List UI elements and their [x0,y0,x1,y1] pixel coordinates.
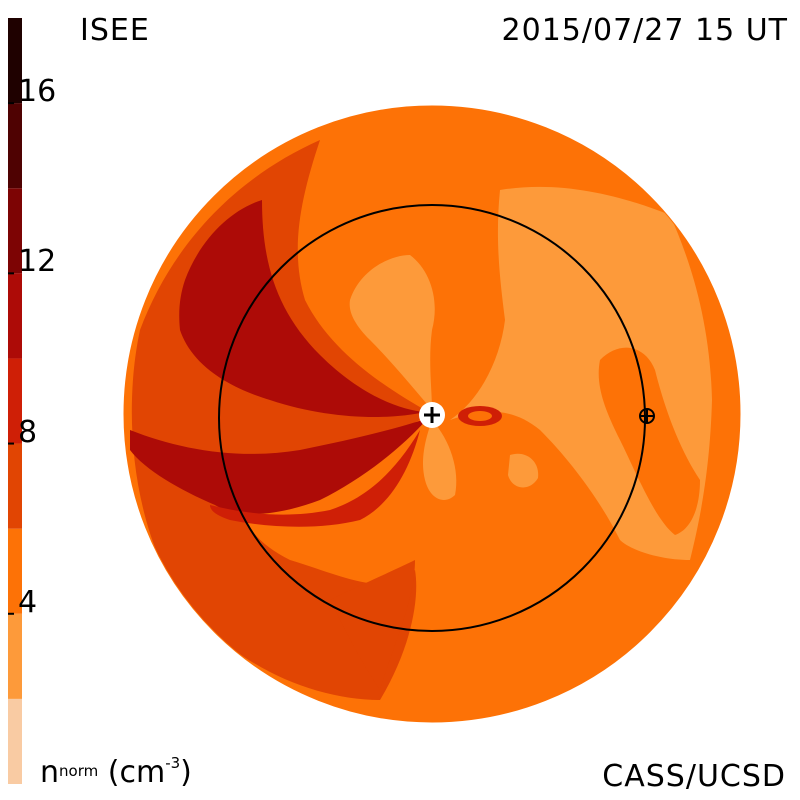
colorbar-band [8,358,22,444]
density-disk [123,105,741,723]
colorbar-band [8,528,22,614]
colorbar-band [8,188,22,274]
contour-region-red-band [210,430,420,527]
contour-region-light-orange-center [349,255,435,410]
timestamp-label: 2015/07/27 15 UT [501,13,788,48]
credit-label: CASS/UCSD [602,759,786,794]
contour-region-red-arm [130,418,428,515]
colorbar-band [8,443,22,529]
colorbar-label-units-pre: (cm [107,755,166,790]
colorbar-label-base: n [40,755,60,790]
circled-plus-icon [639,408,655,424]
colorbar-tick-label: 12 [18,244,57,280]
colorbar-band [8,698,22,784]
colorbar [8,18,22,784]
colorbar-label-units-post: ) [180,755,192,790]
colorbar-tick-label: 8 [18,414,38,450]
contour-blob-inner [468,411,492,421]
colorbar-units-label: nnorm (cm-3) [40,754,192,792]
colorbar-band [8,613,22,699]
contour-region-deep-red [179,200,425,417]
colorbar-band [8,273,22,359]
observatory-label: ISEE [80,13,150,48]
colorbar-tick-label: 4 [18,584,38,620]
earth-orbit-circle [218,204,646,632]
colorbar-label-sup: norm [59,762,99,780]
colorbar-tick-label: 16 [18,74,57,110]
contour-region-light-orange-lower [422,420,457,500]
colorbar-label-units-sup: -3 [165,754,181,772]
contour-region-dark-orange-lower [330,560,415,690]
contour-region-orange-near-earth [598,347,700,535]
colorbar-band [8,18,22,104]
contour-region-light-orange-small [508,453,539,488]
plus-in-circle-icon [419,402,445,428]
colorbar-band [8,103,22,189]
